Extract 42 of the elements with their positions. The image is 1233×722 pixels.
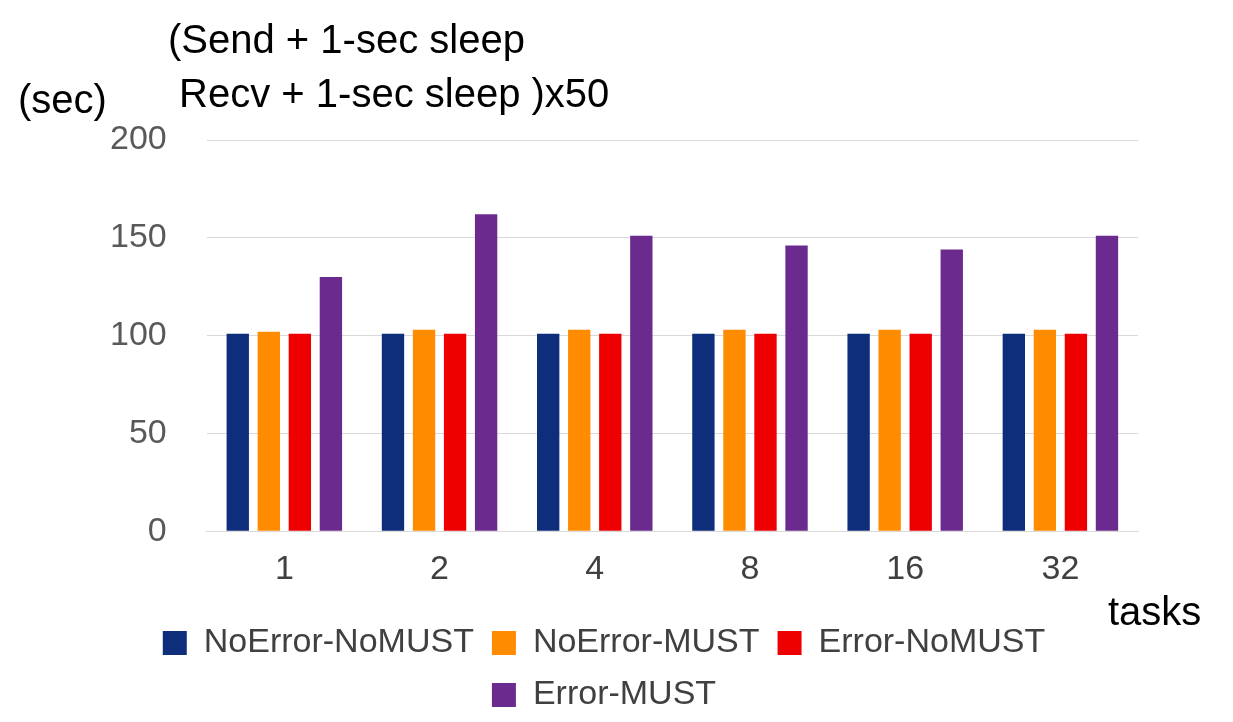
bar (878, 329, 901, 531)
bar (568, 329, 591, 531)
bar (692, 333, 715, 531)
bar (1033, 329, 1057, 531)
bar (1064, 333, 1088, 531)
bar (909, 333, 932, 531)
bar (599, 333, 622, 531)
bar (1002, 333, 1026, 531)
x-tick-label: 8 (740, 547, 760, 586)
x-tick-label: 1 (274, 547, 294, 586)
bar (754, 333, 777, 531)
bar (785, 245, 808, 531)
bar (257, 331, 280, 531)
legend-label: Error-NoMUST (818, 621, 1046, 660)
x-tick-label: 16 (886, 547, 925, 586)
y-tick-label: 200 (109, 118, 167, 157)
legend-label: NoError-NoMUST (203, 621, 474, 660)
y-axis-title: (sec) (18, 76, 107, 123)
legend-label: NoError-MUST (532, 621, 760, 660)
y-tick-label: 0 (147, 509, 167, 548)
legend-label: Error-MUST (532, 673, 717, 712)
bar (940, 249, 963, 531)
y-tick-label: 50 (128, 411, 167, 450)
bar (319, 276, 343, 531)
x-tick-label: 4 (585, 547, 605, 586)
bar (226, 333, 249, 531)
bar (847, 333, 870, 531)
bar (381, 333, 405, 531)
bar (288, 333, 312, 531)
bar (630, 235, 653, 531)
x-tick-label: 32 (1041, 547, 1080, 586)
x-tick-label: 2 (430, 547, 450, 586)
chart-title: (Send + 1-sec sleep Recv + 1-sec sleep )x50 (168, 16, 610, 117)
bar (474, 214, 498, 531)
bar (723, 329, 746, 531)
bar (443, 333, 467, 531)
bar (412, 329, 436, 531)
y-tick-label: 100 (109, 313, 167, 352)
bar (1095, 235, 1119, 531)
y-tick-label: 150 (109, 216, 167, 255)
x-axis-title: tasks (1108, 588, 1202, 635)
bar (537, 333, 560, 531)
